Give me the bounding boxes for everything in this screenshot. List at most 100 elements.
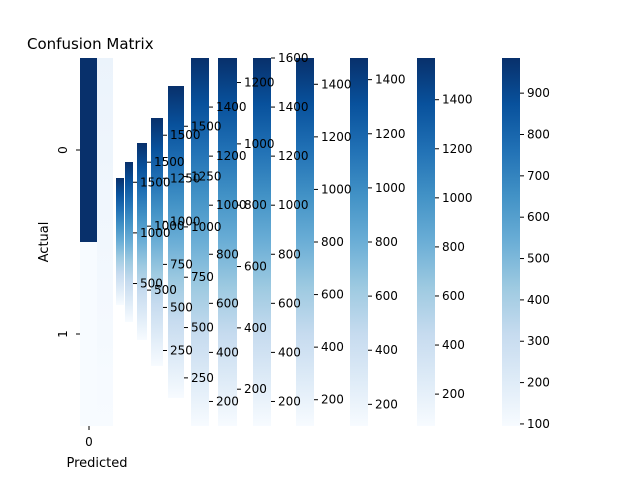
- colorbar-8-tick-label-4: 1000: [278, 198, 309, 212]
- colorbar-4-tick-label-0: 250: [170, 344, 193, 358]
- colorbar-12: 100 200 300 400 500 600 700 800 900: [502, 58, 550, 431]
- colorbar-7-tick-label-4: 1000: [244, 137, 275, 151]
- colorbar-9-tick-label-2: 600: [321, 288, 344, 302]
- colorbar-5: 250 500 750 1000 1250 1500: [168, 86, 222, 398]
- colorbar-7-tick-label-2: 600: [244, 260, 267, 274]
- colorbar-9-gradient: [296, 58, 314, 426]
- colorbar-11-tick-label-2: 600: [442, 289, 465, 303]
- colorbar-10-gradient: [350, 58, 368, 426]
- colorbar-9-tick-label-1: 400: [321, 340, 344, 354]
- colorbar-10-tick-label-3: 800: [375, 235, 398, 249]
- colorbar-4-tick-label-5: 1500: [170, 128, 201, 142]
- colorbar-9-tick-label-6: 1400: [321, 77, 352, 91]
- colorbar-5-gradient: [168, 86, 184, 398]
- colorbar-4-tick-label-2: 750: [170, 257, 193, 271]
- colorbar-11-tick-label-3: 800: [442, 240, 465, 254]
- colorbar-1: [116, 178, 124, 305]
- colorbar-6: 200 400 600 800 1000 1200 1400: [191, 58, 247, 426]
- colorbar-12-tick-label-7: 800: [527, 127, 550, 141]
- colorbar-9-tick-label-4: 1000: [321, 182, 352, 196]
- colorbar-1-gradient: [116, 178, 124, 305]
- colorbar-12-tick-label-3: 400: [527, 293, 550, 307]
- colorbar-8-gradient: [253, 58, 271, 426]
- colorbar-12-tick-label-2: 300: [527, 334, 550, 348]
- colorbar-3: 500 1000 1500: [137, 143, 185, 340]
- colorbar-7-gradient: [218, 58, 237, 426]
- colorbar-2: 500 1000 1500: [125, 162, 171, 322]
- colorbar-6-tick-label-2: 600: [216, 296, 239, 310]
- colorbar-7-tick-label-3: 800: [244, 198, 267, 212]
- colorbar-2-tick-label-1: 1000: [140, 226, 171, 240]
- heatmap-cell-1: [80, 242, 97, 426]
- colorbar-11-tick-label-1: 400: [442, 338, 465, 352]
- y-axis-label: Actual: [37, 222, 52, 263]
- y-tick-label-1: 1: [56, 330, 70, 338]
- heatmap-cell-0: [80, 58, 97, 242]
- x-tick-label-0: 0: [85, 435, 93, 449]
- heatmap-cells: [80, 58, 97, 426]
- chart-title: Confusion Matrix: [27, 35, 154, 53]
- colorbar-10-tick-label-5: 1200: [375, 127, 406, 141]
- colorbar-11-gradient: [417, 58, 435, 426]
- colorbar-6-tick-label-6: 1400: [216, 100, 247, 114]
- colorbar-6-tick-label-4: 1000: [216, 198, 247, 212]
- y-tick-label-0: 0: [56, 146, 70, 154]
- colorbar-10-tick-label-4: 1000: [375, 181, 406, 195]
- colorbar-4-tick-label-1: 500: [170, 300, 193, 314]
- colorbar-0-gradient: [97, 58, 113, 426]
- colorbar-4-gradient: [151, 118, 163, 366]
- colorbar-8-tick-label-2: 600: [278, 296, 301, 310]
- colorbar-9: 200 400 600 800 1000 1200 1400: [296, 58, 352, 426]
- colorbar-4-tick-label-3: 1000: [170, 214, 201, 228]
- colorbar-8: 200 400 600 800 1000 1200 1400 1600: [253, 51, 309, 426]
- colorbar-6-tick-label-5: 1200: [216, 149, 247, 163]
- colorbar-12-tick-label-0: 100: [527, 417, 550, 431]
- colorbar-6-gradient: [191, 58, 209, 426]
- colorbar-6-tick-label-1: 400: [216, 345, 239, 359]
- colorbar-12-tick-label-1: 200: [527, 376, 550, 390]
- colorbar-7-tick-label-0: 200: [244, 382, 267, 396]
- x-axis-label: Predicted: [66, 456, 127, 471]
- colorbar-8-tick-label-3: 800: [278, 247, 301, 261]
- colorbar-12-tick-label-6: 700: [527, 169, 550, 183]
- colorbar-5-tick-label-1: 500: [191, 321, 214, 335]
- colorbar-10: 200 400 600 800 1000 1200 1400: [350, 58, 406, 426]
- colorbar-10-tick-label-6: 1400: [375, 73, 406, 87]
- colorbar-12-tick-label-8: 900: [527, 86, 550, 100]
- colorbar-3-tick-label-1: 1000: [154, 219, 185, 233]
- colorbar-8-tick-label-5: 1200: [278, 149, 309, 163]
- y-axis: 01: [56, 146, 80, 338]
- colorbar-2-tick-label-2: 1500: [140, 175, 171, 189]
- heatmap-layers: 1002003004005006007008009002004006008001…: [80, 51, 550, 431]
- colorbar-4: 250 500 750 1000 1250 1500: [151, 118, 201, 366]
- colorbar-11: 200 400 600 800 1000 1200 1400: [417, 58, 473, 426]
- colorbar-5-tick-label-3: 1000: [191, 220, 222, 234]
- colorbar-11-tick-label-5: 1200: [442, 142, 473, 156]
- colorbar-6-tick-label-3: 800: [216, 247, 239, 261]
- colorbar-8-tick-label-1: 400: [278, 345, 301, 359]
- colorbar-8-tick-label-6: 1400: [278, 100, 309, 114]
- colorbar-11-tick-label-4: 1000: [442, 191, 473, 205]
- colorbar-10-tick-label-1: 400: [375, 343, 398, 357]
- colorbar-10-tick-label-0: 200: [375, 397, 398, 411]
- colorbar-11-tick-label-6: 1400: [442, 93, 473, 107]
- colorbar-0: [97, 58, 113, 426]
- colorbar-7-tick-label-5: 1200: [244, 76, 275, 90]
- colorbar-8-tick-label-0: 200: [278, 394, 301, 408]
- colorbar-5-tick-label-5: 1500: [191, 119, 222, 133]
- colorbar-6-tick-label-0: 200: [216, 394, 239, 408]
- colorbar-5-tick-label-2: 750: [191, 270, 214, 284]
- colorbar-4-tick-label-4: 1250: [170, 171, 201, 185]
- colorbar-9-tick-label-5: 1200: [321, 130, 352, 144]
- colorbar-3-gradient: [137, 143, 147, 340]
- x-axis: 0: [85, 426, 93, 449]
- colorbar-9-tick-label-3: 800: [321, 235, 344, 249]
- colorbar-5-tick-label-0: 250: [191, 371, 214, 385]
- colorbar-11-tick-label-0: 200: [442, 387, 465, 401]
- colorbar-8-tick-label-7: 1600: [278, 51, 309, 65]
- colorbar-12-gradient: [502, 58, 520, 426]
- colorbar-7-tick-label-1: 400: [244, 321, 267, 335]
- colorbar-10-tick-label-2: 600: [375, 289, 398, 303]
